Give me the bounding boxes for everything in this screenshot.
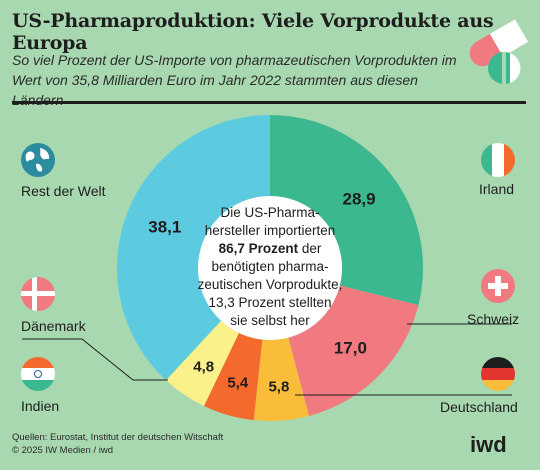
value-label-d-nemark: 4,8 [193,359,214,376]
label-schweiz: Schweiz [467,311,520,327]
globe-icon [21,143,55,177]
slice-d-nemark [165,320,239,407]
leader-lines [22,323,512,396]
iwd-logo: iwd [470,432,507,457]
page-title: US-Pharmaproduktion: Viele Vorprodukte a… [12,10,494,54]
pill-icon [469,19,529,84]
value-label-indien: 5,4 [227,375,249,392]
leader-line-daenemark [22,338,168,381]
page-subtitle: So viel Prozent der US-Importe von pharm… [12,52,457,108]
value-label-deutschland: 5,8 [268,379,289,396]
label-daenemark: Dänemark [21,318,86,334]
value-label-schweiz: 17,0 [334,338,367,357]
ireland-flag-icon [481,143,515,177]
germany-flag-icon [481,357,515,391]
label-deutschland: Deutschland [440,399,518,415]
title-divider [12,101,526,104]
denmark-flag-icon [21,277,55,311]
value-label-rest-der-welt: 38,1 [148,218,181,237]
value-label-irland: 28,9 [343,189,376,208]
slice-schweiz [288,285,419,416]
label-irland: Irland [479,181,515,197]
donut-center [198,196,342,340]
label-rest-der-welt: Rest der Welt [21,183,106,199]
center-text: Die US-Pharma- hersteller importierten 8… [197,205,343,328]
center-highlight: 86,7 Prozent [218,241,299,256]
slice-rest-der-welt [116,115,270,381]
slice-irland [270,115,424,306]
slice-indien [203,332,263,421]
slice-deutschland [253,337,309,421]
label-indien: Indien [21,398,60,414]
switzerland-flag-icon [481,269,515,303]
source-note: Quellen: Eurostat, Institut der deutsche… [12,432,224,456]
india-flag-icon [21,357,55,391]
